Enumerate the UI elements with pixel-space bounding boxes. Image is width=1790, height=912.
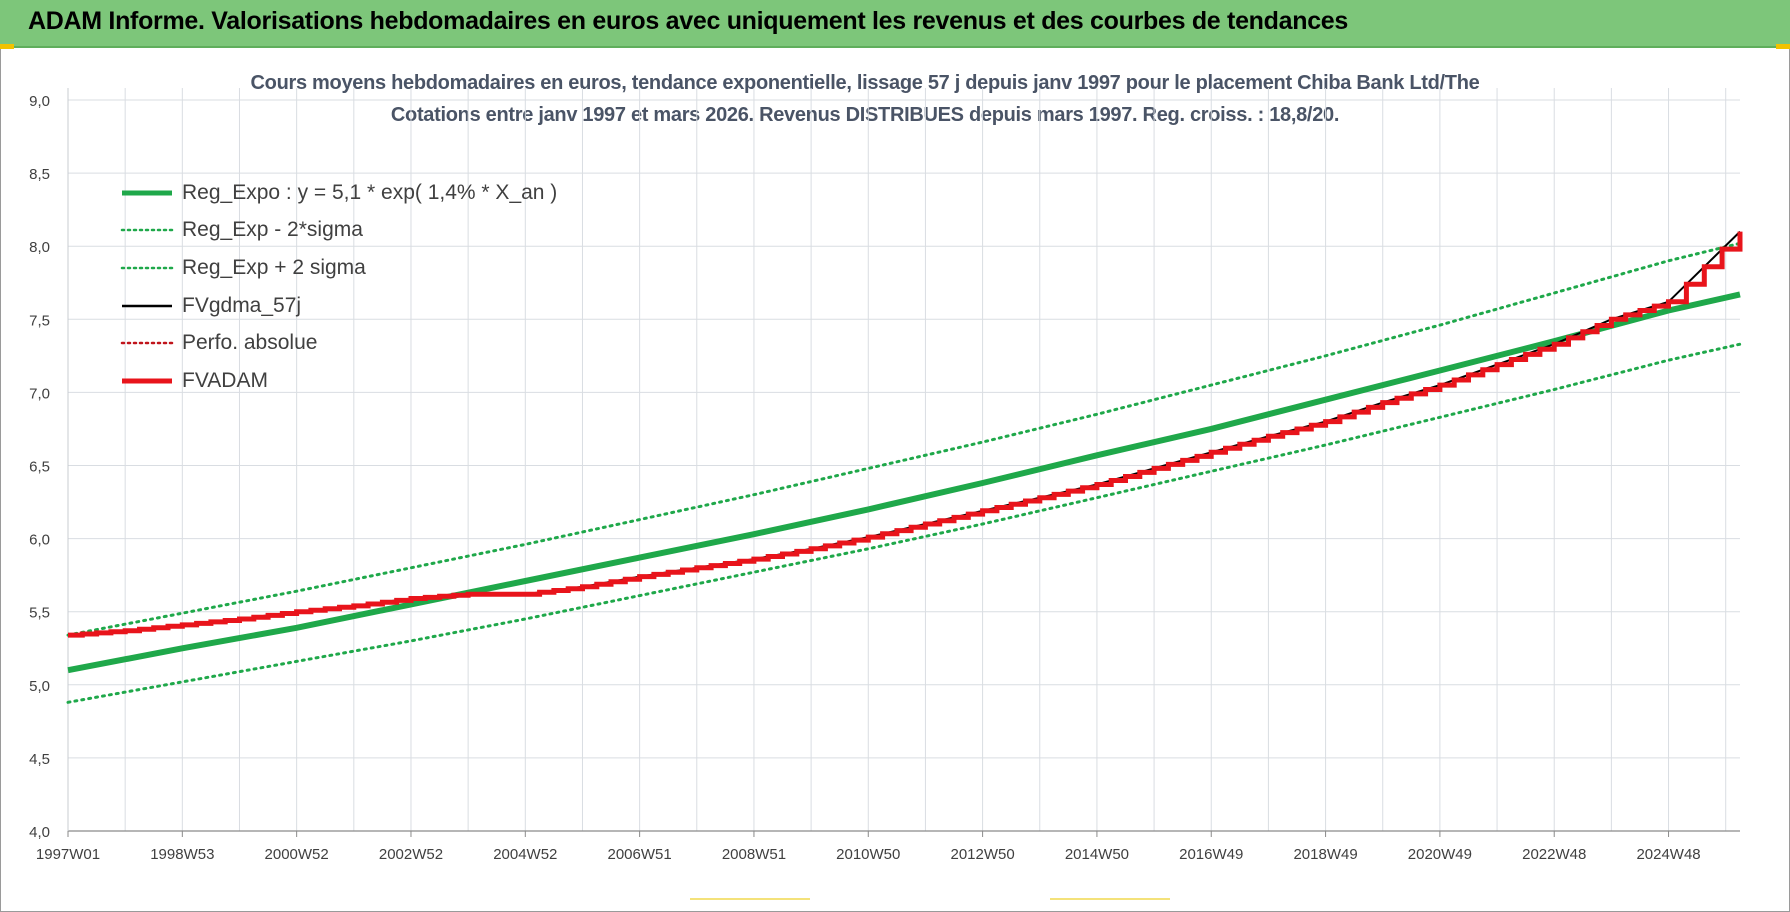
legend-label: Reg_Expo : y = 5,1 * exp( 1,4% * X_an ) [182,180,558,204]
chart-legend: Reg_Expo : y = 5,1 * exp( 1,4% * X_an ) R… [120,174,557,400]
x-tick-label: 2008W51 [722,846,786,863]
bottom-accent-line [1050,898,1170,900]
banner: ADAM Informe. Valorisations hebdomadaire… [0,0,1790,48]
x-tick-label: 2000W52 [265,846,329,863]
series-line-fvadam [68,231,1743,638]
corner-marker-left [0,44,14,49]
y-tick-label: 6,5 [29,459,50,476]
y-tick-label: 4,0 [29,824,50,841]
x-tick-label: 2020W49 [1408,846,1472,863]
x-tick-label: 2016W49 [1179,846,1243,863]
x-tick-label: 2022W48 [1522,846,1586,863]
legend-swatch [120,229,174,232]
legend-label: FVADAM [182,368,268,392]
legend-swatch [122,190,172,196]
legend-item-reg-expo: Reg_Expo : y = 5,1 * exp( 1,4% * X_an ) [120,174,557,212]
banner-title: ADAM Informe. Valorisations hebdomadaire… [28,7,1349,35]
x-tick-label: 2006W51 [608,846,672,863]
y-tick-label: 7,0 [29,385,50,402]
x-tick-label: 2024W48 [1636,846,1700,863]
legend-label: Reg_Exp + 2 sigma [182,255,366,279]
y-tick-label: 8,0 [29,239,50,256]
legend-label: Perfo. absolue [182,331,318,355]
corner-marker-right [1776,44,1790,49]
legend-swatch [120,266,174,270]
series-line-reg-expo [67,291,1741,674]
legend-item-reg-minus: Reg_Exp - 2*sigma [120,212,557,250]
x-tick-label: 2014W50 [1065,846,1129,863]
x-tick-label: 2004W52 [493,846,557,863]
legend-swatch [122,304,172,307]
legend-item-fvadam: FVADAM [120,362,557,400]
x-tick-label: 2010W50 [836,846,900,863]
chart-title-line1: Cours moyens hebdomadaires en euros, ten… [250,72,1480,94]
bottom-accent-line [690,898,810,900]
y-tick-label: 9,0 [29,93,50,110]
y-tick-label: 6,0 [29,532,50,549]
legend-item-fvgdma: FVgdma_57j [120,287,557,325]
legend-item-reg-plus: Reg_Exp + 2 sigma [120,249,557,287]
y-tick-label: 8,5 [29,166,50,183]
legend-label: FVgdma_57j [182,293,302,317]
x-tick-label: 2012W50 [950,846,1014,863]
x-tick-label: 2018W49 [1293,846,1357,863]
x-tick-label: 1998W53 [150,846,214,863]
y-tick-label: 7,5 [29,312,50,329]
legend-swatch [120,341,174,345]
y-tick-label: 5,5 [29,605,50,622]
legend-label: Reg_Exp - 2*sigma [182,218,363,242]
series-line-reg-plus [66,241,1742,637]
y-tick-label: 5,0 [29,678,50,695]
series-line-reg-minus [66,342,1742,704]
legend-item-perfo: Perfo. absolue [120,324,557,362]
x-tick-label: 2002W52 [379,846,443,863]
chart-title-line2: Cotations entre janv 1997 et mars 2026. … [390,104,1340,126]
legend-swatch [122,378,172,384]
y-tick-label: 4,5 [29,751,50,768]
x-tick-label: 1997W01 [36,846,100,863]
